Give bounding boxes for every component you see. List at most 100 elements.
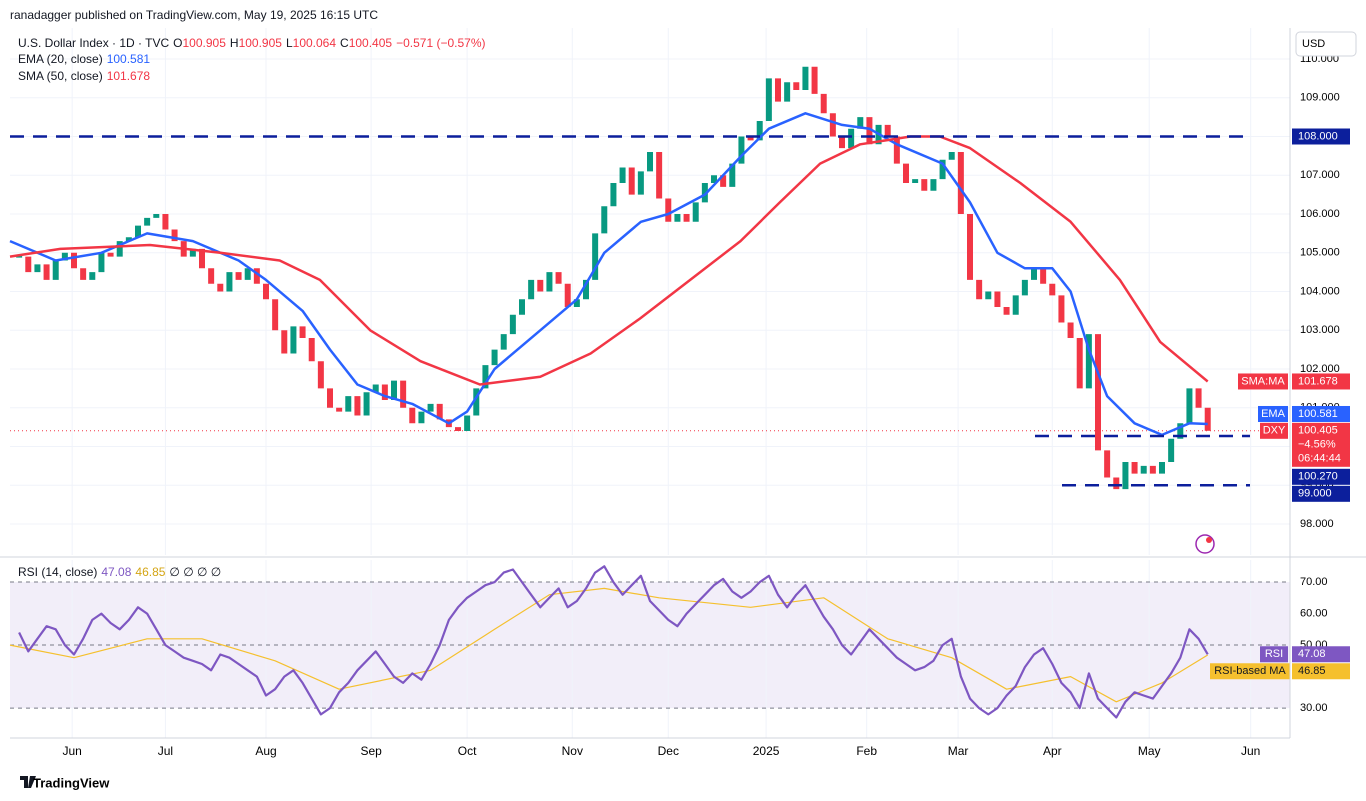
candle bbox=[848, 128, 855, 149]
rsi-line bbox=[18, 565, 1209, 719]
candle bbox=[281, 330, 288, 354]
candle bbox=[509, 314, 516, 335]
candle bbox=[226, 272, 233, 292]
rsi-tick-label: 30.00 bbox=[1300, 702, 1328, 714]
candle bbox=[1159, 462, 1165, 474]
candle bbox=[199, 248, 205, 269]
badge-label: RSI bbox=[1265, 648, 1283, 660]
candle bbox=[1149, 465, 1156, 474]
symbol-title: U.S. Dollar Index · 1D · TVC bbox=[18, 36, 170, 50]
candle bbox=[1104, 450, 1111, 478]
badge-bg bbox=[1292, 485, 1350, 502]
rsi-legend: RSI (14, close) 47.08 46.85 ∅ ∅ ∅ ∅ bbox=[18, 565, 225, 579]
candle bbox=[985, 291, 992, 300]
candle bbox=[80, 268, 87, 280]
candle bbox=[162, 214, 169, 230]
candle bbox=[592, 233, 599, 280]
candle bbox=[720, 175, 727, 187]
ohlc-value: 100.064 bbox=[292, 36, 337, 50]
ohlc-value: 100.405 bbox=[348, 36, 393, 50]
candle bbox=[811, 66, 818, 94]
brand-logo bbox=[20, 776, 36, 788]
candle bbox=[948, 152, 955, 160]
candle bbox=[692, 202, 699, 222]
candle bbox=[619, 167, 626, 183]
candle bbox=[1195, 388, 1202, 408]
candle bbox=[957, 152, 964, 214]
candle bbox=[455, 427, 461, 431]
candle bbox=[1076, 338, 1083, 389]
badge-label: RSI-based MA bbox=[1214, 665, 1286, 677]
y-tick-label: 105.000 bbox=[1300, 247, 1340, 259]
candle bbox=[701, 183, 708, 203]
x-tick-label: Jun bbox=[62, 744, 81, 758]
ohlc-letter: L bbox=[285, 36, 293, 50]
candle bbox=[564, 283, 571, 307]
ema-legend: EMA (20, close) 100.581 bbox=[18, 52, 154, 66]
candle bbox=[208, 268, 215, 284]
plot bbox=[9, 66, 1290, 719]
candle bbox=[372, 384, 379, 393]
axis: Jun Jul Aug Sep Oct Nov Dec 2025 Feb Mar Apr May Jun… bbox=[62, 53, 1350, 758]
badge-bg bbox=[1292, 128, 1350, 145]
badge-value: 108.000 bbox=[1298, 130, 1338, 142]
indicator-value: 47.08 bbox=[101, 565, 132, 579]
candle bbox=[253, 268, 260, 284]
grid bbox=[10, 28, 1290, 738]
badge-value: 46.85 bbox=[1298, 665, 1326, 677]
candle bbox=[336, 407, 343, 412]
badge-label-bg bbox=[1258, 405, 1288, 422]
badge-label: DXY bbox=[1263, 425, 1286, 437]
candle bbox=[1049, 283, 1056, 296]
candle bbox=[1113, 477, 1120, 490]
candle bbox=[171, 229, 178, 242]
candle bbox=[464, 415, 471, 431]
candle bbox=[711, 175, 717, 183]
x-tick-label: Dec bbox=[658, 744, 679, 758]
ohlc-value: 100.905 bbox=[182, 36, 226, 50]
indicator-value: 101.678 bbox=[106, 69, 151, 83]
ohlc-letter: C bbox=[340, 36, 349, 50]
candle bbox=[866, 117, 873, 145]
candle bbox=[436, 403, 443, 420]
candle bbox=[482, 365, 489, 389]
badge-bg bbox=[1292, 663, 1350, 680]
badge-change: −4.56% bbox=[1298, 439, 1336, 451]
x-tick-label: Apr bbox=[1043, 744, 1062, 758]
candle bbox=[656, 152, 663, 199]
candle bbox=[135, 225, 141, 238]
candle bbox=[765, 78, 772, 121]
y-tick-label: 109.000 bbox=[1300, 92, 1340, 104]
candle bbox=[884, 124, 891, 137]
currency-button[interactable] bbox=[1295, 31, 1357, 57]
badge-value: 47.08 bbox=[1298, 648, 1326, 660]
candle bbox=[729, 163, 736, 187]
indicator-name: SMA (50, close) bbox=[18, 69, 103, 83]
sma-legend: SMA (50, close) 101.678 bbox=[18, 69, 154, 83]
ohlc-letter: O bbox=[173, 36, 183, 50]
alert-icon[interactable] bbox=[1195, 534, 1215, 554]
candle bbox=[610, 183, 617, 207]
candle bbox=[519, 299, 525, 315]
candle bbox=[637, 171, 644, 195]
candle bbox=[546, 272, 553, 292]
candle bbox=[647, 152, 653, 172]
indicator-extra: ∅ ∅ ∅ ∅ bbox=[169, 565, 222, 579]
candle bbox=[747, 136, 754, 141]
candle bbox=[1177, 423, 1184, 439]
candle bbox=[793, 82, 800, 90]
badge-value: 99.000 bbox=[1298, 488, 1332, 500]
moving-average bbox=[9, 112, 1208, 437]
indicator-value: 100.581 bbox=[106, 52, 151, 66]
x-tick-label: Sep bbox=[360, 744, 382, 758]
candle bbox=[290, 326, 297, 354]
candle bbox=[1095, 334, 1101, 451]
candle bbox=[528, 279, 535, 300]
x-tick-label: Jul bbox=[158, 744, 173, 758]
candle bbox=[61, 252, 68, 261]
candle bbox=[1021, 279, 1028, 296]
candle bbox=[976, 279, 983, 300]
candle bbox=[363, 392, 370, 416]
